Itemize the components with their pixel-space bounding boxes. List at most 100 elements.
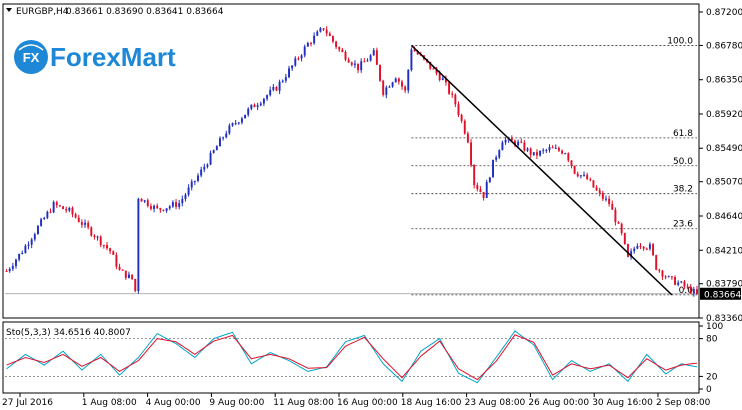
candle-body bbox=[686, 286, 689, 288]
candle-body bbox=[636, 245, 639, 249]
candle-body bbox=[407, 70, 410, 91]
candle-body bbox=[294, 58, 297, 66]
candle-body bbox=[118, 266, 121, 270]
time-tick-label: 11 Aug 08:00 bbox=[273, 398, 334, 408]
logo-mark: FX bbox=[23, 50, 40, 65]
candle-body bbox=[178, 203, 181, 207]
candle-body bbox=[598, 190, 601, 194]
candle-body bbox=[237, 122, 240, 124]
candle-body bbox=[551, 147, 554, 149]
candle-body bbox=[692, 289, 695, 294]
candle-body bbox=[219, 138, 221, 147]
candle-body bbox=[545, 149, 548, 151]
trendline[interactable] bbox=[410, 44, 673, 296]
symbol-timeframe: EURGBP,H4 bbox=[16, 7, 69, 17]
candle-body bbox=[620, 223, 623, 234]
candle-body bbox=[231, 123, 234, 126]
candle-body bbox=[385, 87, 388, 95]
candle-body bbox=[256, 105, 259, 108]
candle-body bbox=[21, 252, 24, 254]
candle-body bbox=[259, 103, 262, 106]
fibonacci-layer: 100.0 61.8 50.0 38.2 23.6 0.0 bbox=[5, 36, 697, 296]
candle-body bbox=[401, 81, 403, 87]
price-tick-label: 0.84640 bbox=[706, 212, 742, 222]
candle-body bbox=[448, 82, 451, 94]
candle-body bbox=[266, 95, 269, 99]
candle-body bbox=[504, 139, 507, 143]
candle-body bbox=[319, 28, 322, 32]
candle-body bbox=[297, 58, 300, 60]
candle-body bbox=[630, 251, 633, 257]
candle-body bbox=[520, 141, 523, 143]
time-tick-label: 26 Aug 00:00 bbox=[528, 398, 589, 408]
candle-body bbox=[146, 200, 149, 207]
oscillator-panel-frame bbox=[2, 321, 700, 394]
candle-body bbox=[473, 164, 476, 186]
candle-body bbox=[253, 104, 256, 108]
candle-body bbox=[338, 47, 341, 50]
candle-body bbox=[134, 278, 137, 291]
candle-body bbox=[106, 245, 108, 249]
candle-body bbox=[561, 150, 564, 154]
logo-swoosh bbox=[18, 44, 44, 51]
dropdown-triangle-icon[interactable] bbox=[6, 8, 12, 12]
candle-body bbox=[269, 89, 272, 96]
logo: FX ForexMart bbox=[14, 40, 176, 74]
candle-body bbox=[404, 86, 407, 91]
header: EURGBP,H4 0.83661 0.83690 0.83641 0.8366… bbox=[6, 7, 224, 17]
candle-body bbox=[347, 59, 350, 63]
candle-body bbox=[234, 123, 237, 125]
candle-body bbox=[228, 125, 231, 134]
candle-body bbox=[360, 61, 363, 71]
candle-body bbox=[247, 108, 250, 115]
candle-body bbox=[153, 205, 156, 209]
candle-body bbox=[592, 180, 595, 188]
time-tick-label: 30 Aug 16:00 bbox=[592, 398, 653, 408]
price-tick-label: 0.87200 bbox=[706, 8, 742, 18]
candle-body bbox=[300, 55, 303, 59]
candle-body bbox=[68, 207, 71, 211]
candle-body bbox=[501, 142, 504, 151]
candle-body bbox=[93, 235, 96, 238]
candle-body bbox=[131, 274, 134, 279]
candle-body bbox=[74, 214, 77, 218]
candle-body bbox=[514, 140, 516, 146]
candle-body bbox=[608, 198, 611, 204]
candle-body bbox=[488, 177, 491, 182]
candle-body bbox=[372, 50, 375, 56]
candle-body bbox=[193, 180, 196, 182]
candle-body bbox=[570, 160, 573, 166]
candle-body bbox=[49, 211, 52, 213]
candle-body bbox=[457, 104, 460, 115]
candle-body bbox=[62, 206, 65, 210]
candle-body bbox=[77, 217, 80, 223]
candle-body bbox=[137, 198, 140, 291]
candle-body bbox=[432, 68, 435, 70]
candle-body bbox=[8, 268, 11, 272]
fib-level-label: 61.8 bbox=[673, 129, 693, 139]
candle-body bbox=[623, 233, 626, 245]
candle-body bbox=[539, 151, 542, 156]
trendline-layer bbox=[410, 44, 673, 296]
candle-body bbox=[328, 33, 331, 37]
candle-body bbox=[27, 244, 30, 246]
candle-body bbox=[30, 239, 33, 245]
price-tick-label: 0.85920 bbox=[706, 110, 742, 120]
candle-body bbox=[159, 208, 162, 210]
candle-body bbox=[542, 150, 545, 152]
time-tick-label: 4 Aug 00:00 bbox=[146, 398, 201, 408]
candle-body bbox=[52, 202, 55, 213]
candle-body bbox=[526, 148, 529, 151]
candle-body bbox=[438, 73, 441, 80]
price-tick-label: 0.86350 bbox=[706, 76, 742, 86]
candle-body bbox=[605, 198, 607, 200]
candle-body bbox=[112, 251, 115, 255]
candle-body bbox=[115, 254, 118, 267]
candle-body bbox=[140, 198, 143, 202]
candle-body bbox=[460, 114, 463, 121]
candle-body bbox=[454, 94, 457, 105]
candle-body bbox=[517, 141, 520, 146]
fib-level-label: 50.0 bbox=[673, 157, 693, 167]
candle-body bbox=[626, 244, 629, 257]
candle-body bbox=[583, 174, 585, 176]
